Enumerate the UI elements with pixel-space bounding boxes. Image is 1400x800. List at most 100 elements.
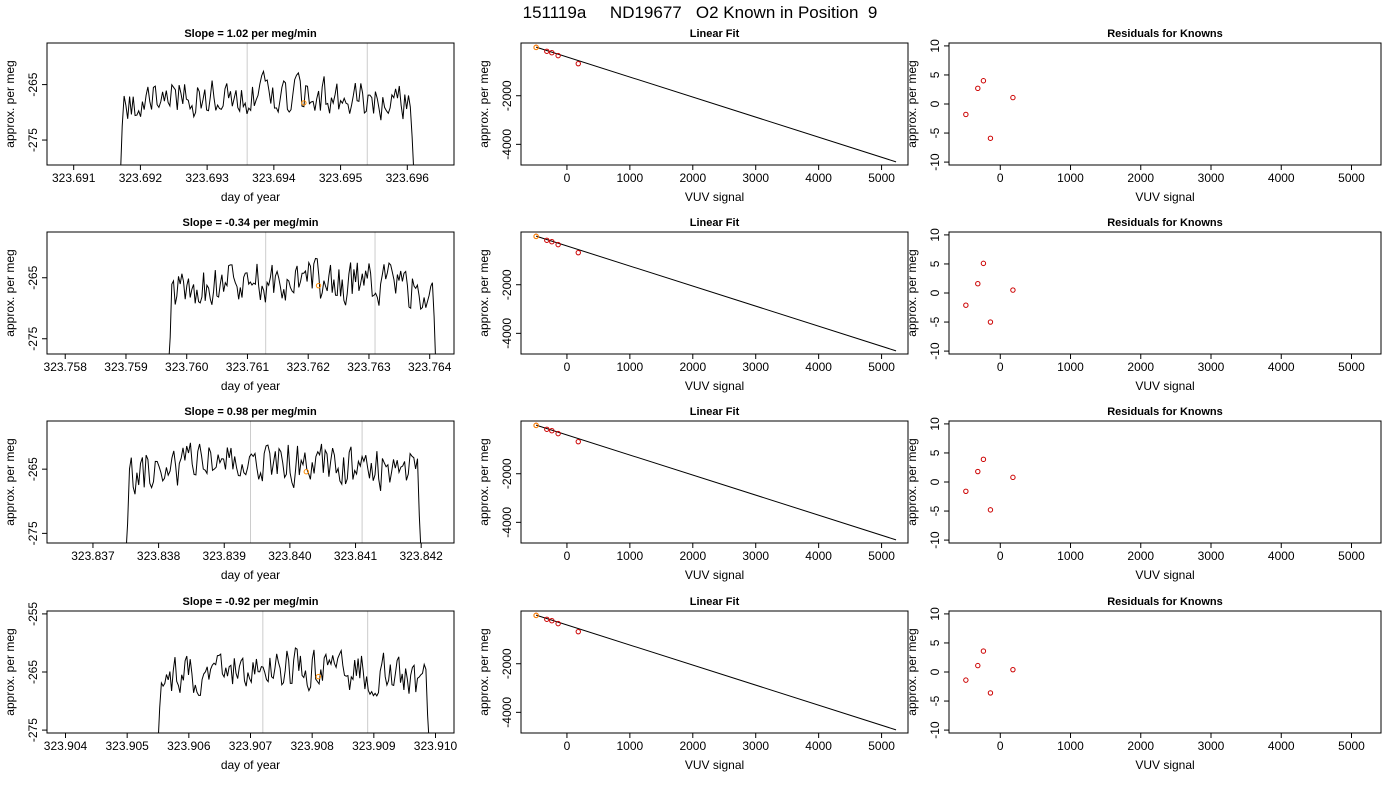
panel-4-3: Residuals for Knowns VUV signal approx. pe…	[905, 596, 1382, 772]
data-point	[980, 456, 987, 463]
data-point	[549, 239, 555, 245]
data-point	[980, 78, 987, 84]
panel-title: Residuals for Knowns	[1107, 596, 1223, 608]
y-tick-label: 5	[928, 449, 942, 456]
x-tick-label: 323.692	[119, 171, 163, 185]
x-tick-label: 323.694	[252, 171, 296, 185]
plot-frame	[520, 42, 909, 166]
y-axis-label: approx. per meg	[3, 438, 17, 525]
y-tick-label: -10	[928, 531, 942, 549]
x-axis-label: day of year	[221, 379, 280, 393]
x-tick-label: 1000	[617, 171, 644, 185]
x-tick-label: 1000	[1057, 549, 1084, 563]
x-tick-label: 323.839	[203, 549, 247, 563]
x-tick-label: 5000	[868, 360, 895, 374]
y-tick-label: -4000	[500, 697, 514, 728]
x-tick-label: 5000	[868, 739, 895, 753]
x-tick-label: 2000	[1127, 360, 1154, 374]
figure-title: 151119a ND19677 O2 Known in Position 9	[522, 3, 878, 22]
x-tick-label: 2000	[679, 171, 706, 185]
data-point	[980, 260, 987, 267]
x-axis-label: VUV signal	[685, 379, 744, 393]
plot-frame	[948, 610, 1382, 734]
y-tick-label: 0	[928, 289, 942, 296]
x-tick-label: 0	[997, 549, 1004, 563]
y-axis-label: approx. per meg	[905, 628, 919, 715]
x-tick-label: 0	[997, 171, 1004, 185]
y-tick-label: -5	[928, 316, 942, 327]
data-point	[963, 302, 969, 308]
panel-3-1: Slope = 0.98 per meg/min day of year appro…	[3, 406, 455, 582]
data-point	[1010, 474, 1016, 481]
data-point	[555, 620, 561, 627]
x-tick-label: 0	[564, 171, 571, 185]
y-tick-label: -2000	[500, 458, 514, 489]
y-axis-label: approx. per meg	[477, 60, 491, 147]
signal-trace	[158, 647, 430, 733]
signal-trace	[168, 257, 436, 354]
y-tick-label: -275	[26, 718, 40, 742]
panel-title: Linear Fit	[690, 217, 740, 229]
panel-title: Residuals for Knowns	[1107, 406, 1223, 418]
x-tick-label: 3000	[742, 360, 769, 374]
x-tick-label: 1000	[1057, 360, 1084, 374]
x-tick-label: 4000	[805, 549, 832, 563]
panel-title: Slope = 1.02 per meg/min	[184, 28, 317, 40]
y-tick-label: 10	[928, 607, 942, 621]
y-tick-label: -10	[928, 153, 942, 171]
panel-title: Slope = -0.92 per meg/min	[182, 596, 318, 608]
y-tick-label: 5	[928, 639, 942, 646]
y-tick-label: 5	[928, 71, 942, 78]
x-axis-label: VUV signal	[685, 568, 744, 582]
x-axis-label: VUV signal	[1135, 758, 1194, 772]
panel-4-2: Linear Fit VUV signal approx. per meg 0 1000…	[477, 596, 909, 772]
x-axis-label: VUV signal	[1135, 568, 1194, 582]
x-tick-label: 4000	[805, 739, 832, 753]
y-tick-label: -2000	[500, 269, 514, 300]
panel-1-1: Slope = 1.02 per meg/min day of year appro…	[3, 28, 455, 204]
y-tick-label: 5	[928, 260, 942, 267]
x-tick-label: 323.696	[386, 171, 430, 185]
panel-4-1: Slope = -0.92 per meg/min day of year appr…	[3, 596, 458, 772]
y-tick-label: -2000	[500, 648, 514, 679]
x-tick-label: 323.905	[105, 739, 149, 753]
data-point	[575, 628, 581, 635]
y-tick-label: -10	[928, 342, 942, 360]
x-tick-label: 0	[997, 739, 1004, 753]
panel-1-3: Residuals for Knowns VUV signal approx. pe…	[905, 28, 1382, 204]
data-point	[544, 426, 550, 432]
x-tick-label: 323.908	[290, 739, 334, 753]
x-tick-label: 3000	[742, 549, 769, 563]
y-axis-label: approx. per meg	[477, 438, 491, 525]
x-tick-label: 1000	[1057, 739, 1084, 753]
x-tick-label: 323.909	[352, 739, 396, 753]
data-point	[575, 438, 581, 445]
x-tick-label: 323.837	[71, 549, 115, 563]
y-axis-label: approx. per meg	[905, 60, 919, 147]
x-tick-label: 2000	[679, 549, 706, 563]
data-point	[1010, 94, 1016, 101]
x-tick-label: 323.910	[414, 739, 458, 753]
y-axis-label: approx. per meg	[905, 438, 919, 525]
x-tick-label: 323.693	[185, 171, 229, 185]
x-tick-label: 5000	[1338, 171, 1365, 185]
x-tick-label: 323.907	[229, 739, 273, 753]
y-tick-label: 10	[928, 417, 942, 431]
y-tick-label: -2000	[500, 80, 514, 111]
data-point	[980, 648, 987, 654]
y-axis-label: approx. per meg	[477, 249, 491, 336]
x-tick-label: 323.764	[408, 360, 452, 374]
x-tick-label: 1000	[617, 739, 644, 753]
x-tick-label: 323.842	[399, 549, 443, 563]
plot-frame	[520, 610, 909, 734]
y-tick-label: -265	[26, 265, 40, 289]
y-tick-label: -5	[928, 127, 942, 138]
data-point	[575, 249, 581, 256]
y-tick-label: -275	[26, 326, 40, 350]
x-tick-label: 5000	[868, 171, 895, 185]
y-tick-label: -275	[26, 128, 40, 152]
y-tick-label: -4000	[500, 129, 514, 160]
panel-title: Linear Fit	[690, 596, 740, 608]
y-tick-label: 10	[928, 228, 942, 242]
x-axis-label: day of year	[221, 568, 280, 582]
